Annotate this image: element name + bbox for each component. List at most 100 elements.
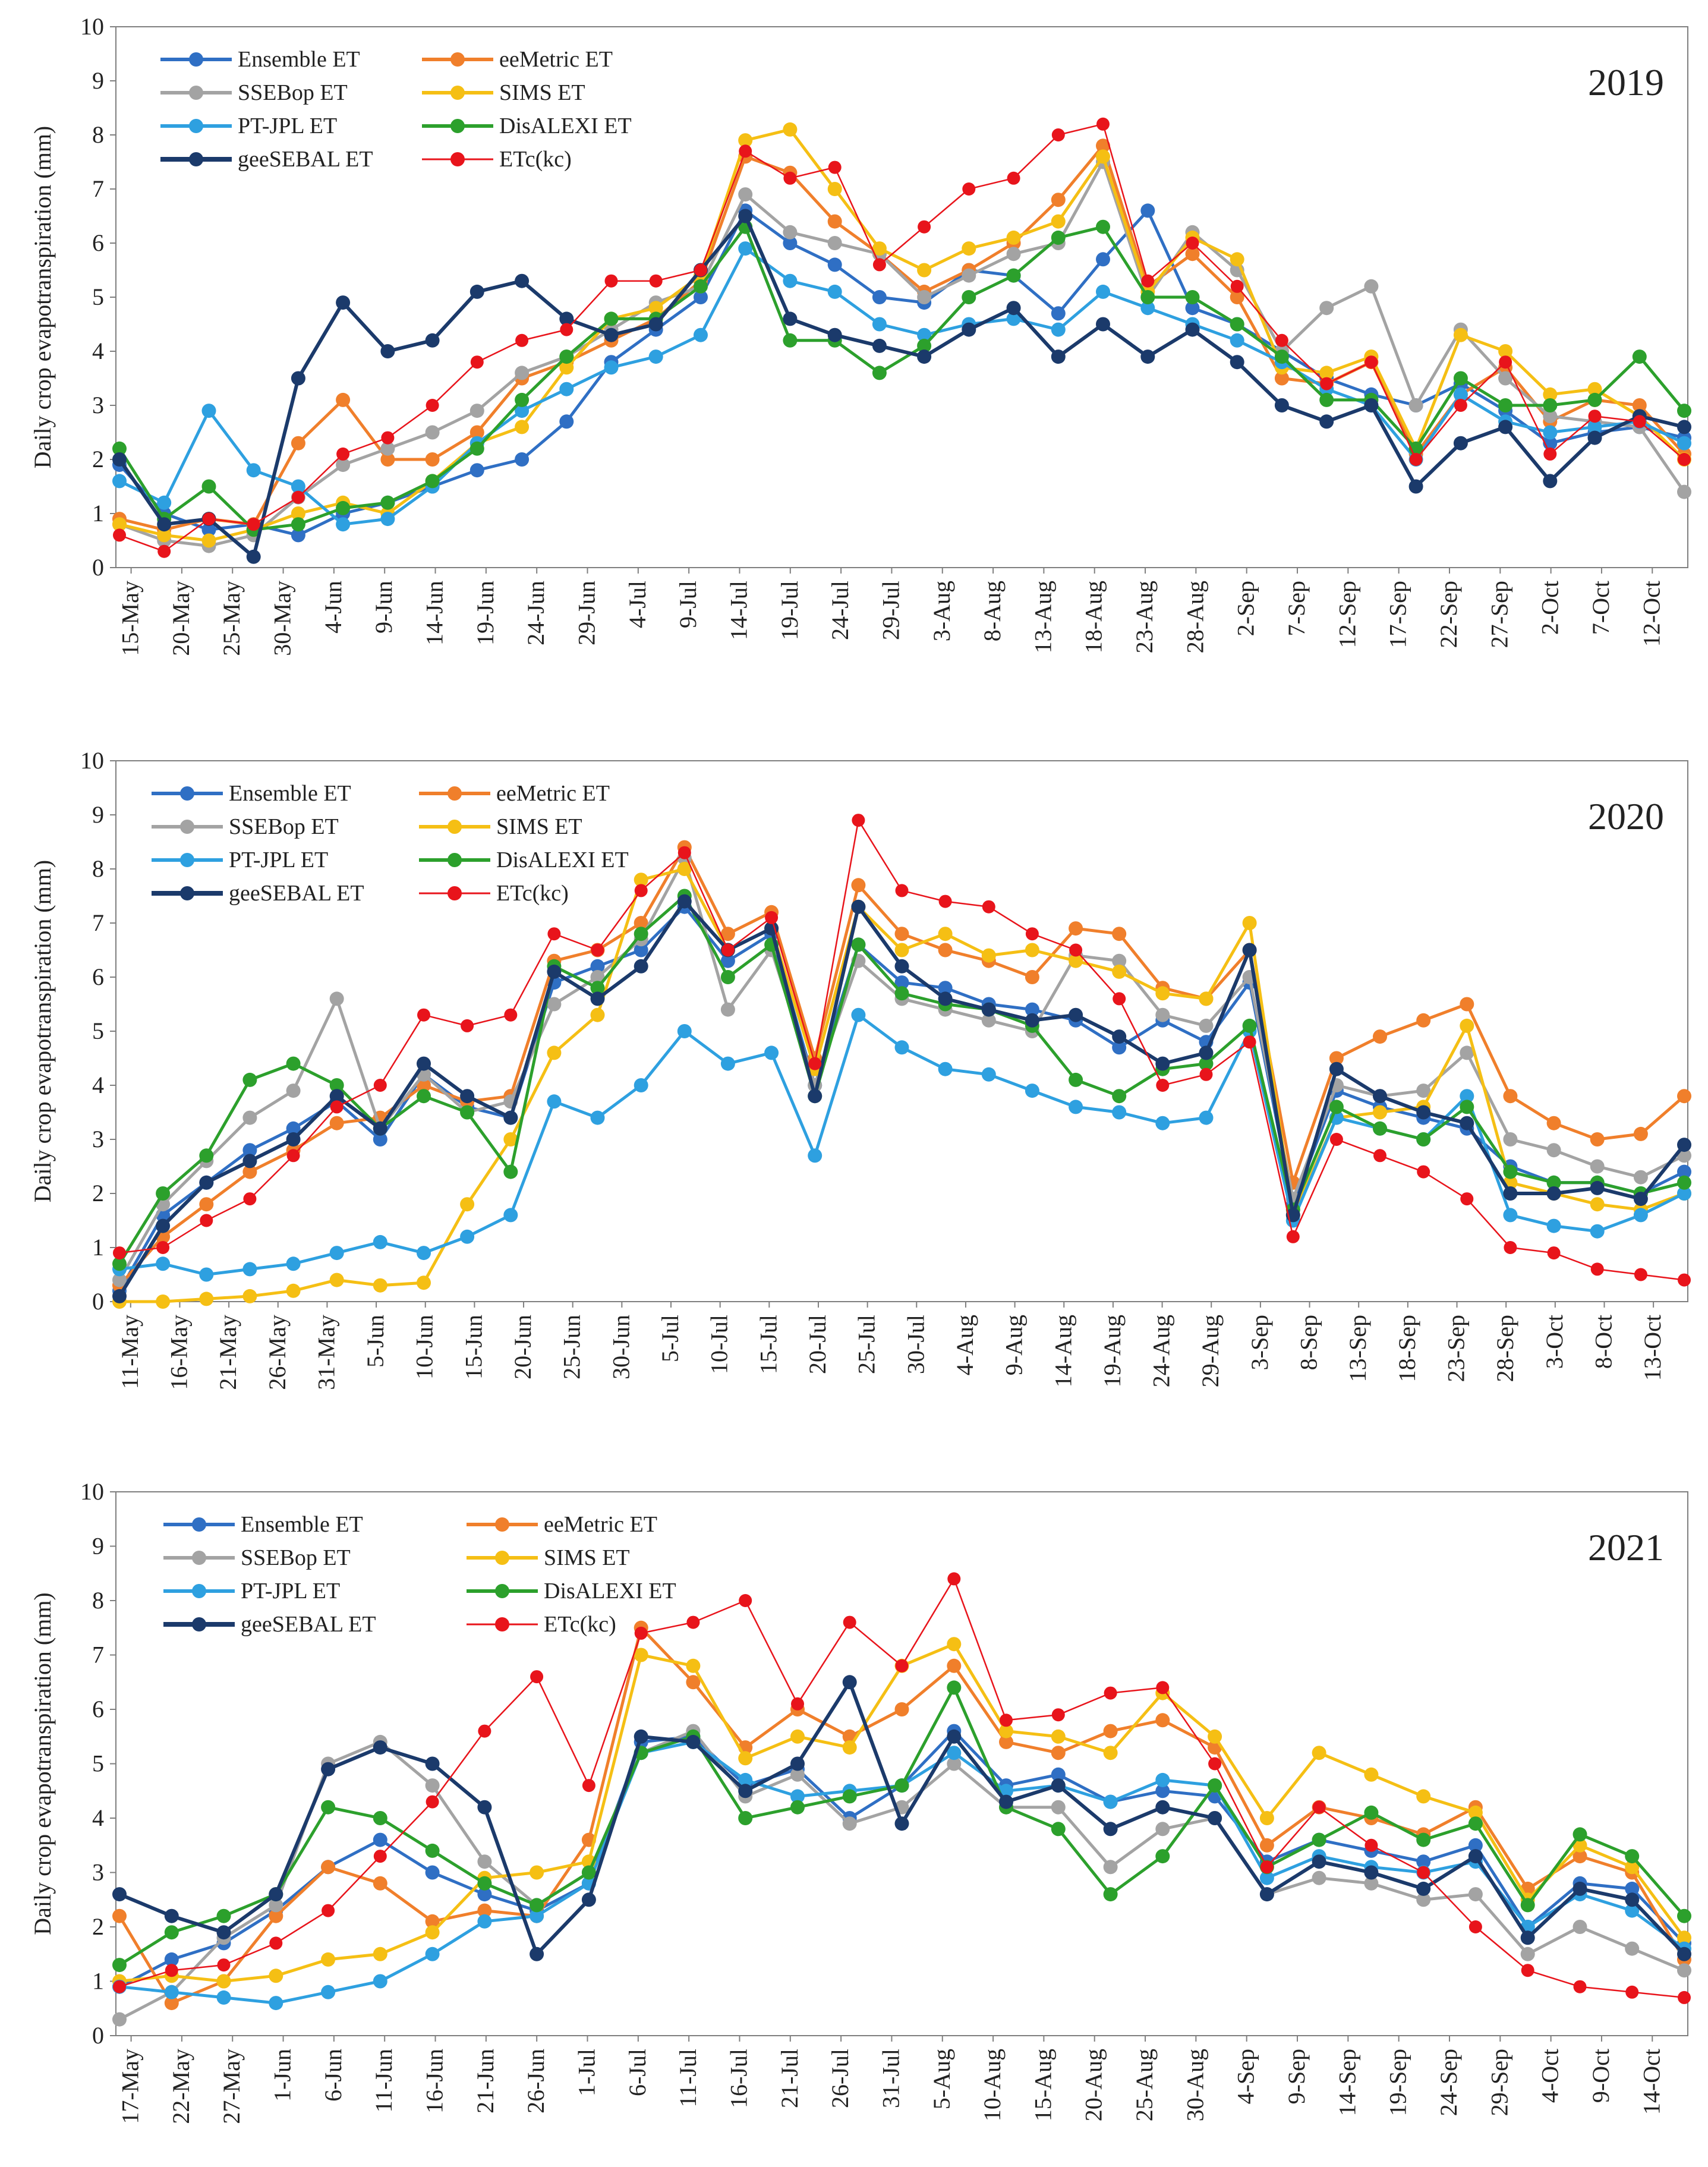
y-tick-label: 2 <box>92 1913 104 1940</box>
data-point <box>783 171 797 185</box>
data-point <box>373 1079 387 1092</box>
data-point <box>1069 943 1083 957</box>
x-tick-label: 19-Jul <box>776 581 803 640</box>
y-tick-label: 10 <box>80 1478 104 1505</box>
legend-marker <box>192 1584 206 1598</box>
data-point <box>1543 387 1558 402</box>
data-point <box>1274 371 1289 386</box>
data-point <box>1006 247 1021 262</box>
data-point <box>1633 1208 1648 1223</box>
data-point <box>1312 1800 1326 1814</box>
data-point <box>1112 1029 1127 1044</box>
data-point <box>1155 1007 1170 1022</box>
data-point <box>156 1186 171 1201</box>
data-point <box>917 338 932 353</box>
legend-label: PT-JPL ET <box>229 848 328 873</box>
data-point <box>1103 1746 1118 1760</box>
x-tick-label: 5-Jul <box>657 1315 683 1362</box>
data-point <box>634 959 648 974</box>
data-point <box>1677 1930 1691 1945</box>
data-point <box>547 997 562 1012</box>
x-tick-label: 6-Jul <box>624 2049 651 2096</box>
data-point <box>1259 1887 1274 1902</box>
data-point <box>112 517 127 532</box>
data-point <box>1230 252 1244 267</box>
legend-label: geeSEBAL ET <box>238 147 373 172</box>
data-point <box>1520 1946 1535 1961</box>
y-tick-label: 3 <box>92 392 104 418</box>
data-point <box>269 1996 283 2011</box>
x-tick-label: 23-Sep <box>1443 1315 1470 1382</box>
data-point <box>515 392 530 407</box>
x-tick-label: 20-Jul <box>804 1315 831 1374</box>
data-point <box>1051 322 1066 337</box>
data-point <box>981 1002 996 1017</box>
plot-frame <box>115 26 1688 568</box>
data-point <box>918 220 931 234</box>
data-point <box>1417 1866 1430 1879</box>
data-point <box>380 344 395 358</box>
data-point <box>1103 1822 1118 1837</box>
legend-marker <box>450 86 465 100</box>
data-point <box>1364 1865 1379 1880</box>
data-point <box>1364 1767 1379 1782</box>
data-point <box>1677 1138 1691 1152</box>
data-point <box>1103 1887 1118 1902</box>
data-point <box>738 1784 753 1799</box>
data-point <box>269 1887 283 1902</box>
data-point <box>1155 1056 1170 1071</box>
legend-label: Ensemble ET <box>241 1512 363 1537</box>
data-point <box>872 258 886 272</box>
data-point <box>286 1256 301 1271</box>
data-point <box>1113 992 1126 1006</box>
y-tick-label: 4 <box>92 1804 104 1831</box>
data-point <box>1242 1018 1257 1033</box>
data-point <box>1259 1870 1274 1885</box>
y-tick-label: 4 <box>92 1072 104 1098</box>
x-tick-label: 10-Jul <box>706 1315 733 1374</box>
data-point <box>470 355 484 369</box>
data-point <box>329 1246 344 1261</box>
legend: Ensemble ET eeMetric ET SSEBop ET SIMS ET PT… <box>163 1512 676 1637</box>
legend-label: ETc(kc) <box>496 881 569 906</box>
x-tick-label: 29-Sep <box>1486 2049 1512 2116</box>
data-point <box>1199 1110 1214 1125</box>
data-point <box>286 1132 301 1147</box>
legend-marker <box>495 1517 509 1532</box>
data-point <box>720 1002 735 1017</box>
plot-frame <box>115 1491 1688 2036</box>
data-point <box>947 1637 962 1652</box>
x-tick-label: 25-May <box>218 581 245 656</box>
data-point <box>842 1740 857 1755</box>
data-point <box>738 209 753 223</box>
data-point <box>330 1100 344 1114</box>
chart-panel-2020: 0 1 2 3 4 5 6 7 8 9 10 Daily crop evapotranspiratio… <box>29 747 1691 1390</box>
data-point <box>872 290 887 304</box>
data-point <box>1521 1964 1534 1977</box>
data-point <box>477 1887 492 1902</box>
data-point <box>112 474 127 489</box>
data-point <box>917 290 932 304</box>
legend-marker <box>189 52 203 67</box>
data-point <box>1096 284 1110 299</box>
data-point <box>1633 415 1646 429</box>
y-tick-label: 7 <box>92 909 104 936</box>
x-tick-label: 3-Aug <box>928 581 955 641</box>
y-tick-label: 10 <box>80 747 104 774</box>
legend-marker <box>448 786 462 801</box>
data-point <box>828 160 842 174</box>
x-tick-label: 21-Jul <box>776 2049 803 2108</box>
data-point <box>790 1800 805 1815</box>
y-tick-label: 9 <box>92 1533 104 1560</box>
x-tick-label: 30-Aug <box>1181 2049 1208 2121</box>
data-point <box>246 549 261 564</box>
data-point <box>590 991 605 1006</box>
series-line <box>118 1730 1685 1988</box>
x-tick-label: 20-Jun <box>509 1315 536 1379</box>
x-tick-label: 14-Aug <box>1050 1315 1076 1387</box>
data-point <box>1573 1881 1587 1896</box>
data-point <box>894 959 909 974</box>
data-point <box>1468 1816 1483 1831</box>
data-point <box>373 1278 387 1293</box>
legend: Ensemble ET eeMetric ET SSEBop ET SIMS ET PT… <box>160 47 632 172</box>
